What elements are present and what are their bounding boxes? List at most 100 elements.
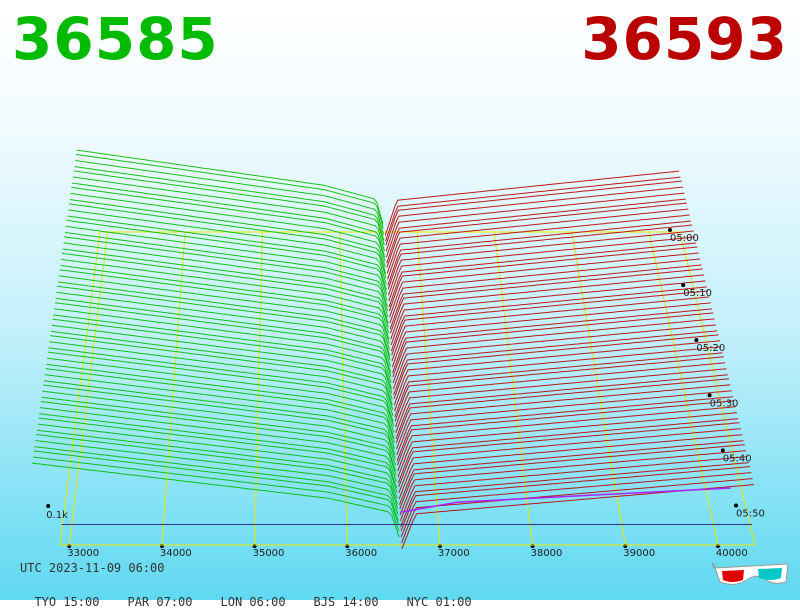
utc-time: UTC 2023-11-09 06:00 (20, 561, 165, 575)
ask-depth-line (395, 368, 727, 434)
grid-line-36000 (339, 231, 348, 546)
bid-depth-line (39, 413, 398, 488)
bid-depth-line (68, 209, 387, 285)
ask-depth-line (393, 330, 718, 396)
ask-depth-line (392, 312, 714, 378)
bid-depth-line (61, 252, 389, 328)
ask-depth-line (398, 434, 743, 499)
ask-depth-line (400, 466, 751, 531)
depth-marker (46, 503, 51, 508)
ask-depth-line (400, 472, 752, 537)
3d-glasses-icon[interactable] (712, 560, 792, 590)
bid-depth-line (43, 384, 396, 460)
time-tick-05:30 (707, 393, 712, 398)
bid-depth-line (34, 446, 399, 521)
ask-depth-line (399, 456, 748, 521)
ask-depth-line (396, 396, 734, 462)
bid-depth-line (60, 264, 390, 340)
ask-depth-line (395, 362, 726, 428)
clock-tyo: TYO 15:00 (34, 595, 100, 609)
bid-depth-line (46, 363, 395, 439)
bid-depth-line (53, 314, 392, 390)
bid-depth-line (65, 232, 388, 307)
ask-depth-line (389, 252, 699, 318)
ask-depth-line (397, 400, 735, 466)
ask-depth-line (387, 220, 692, 286)
bid-depth-line (50, 330, 393, 406)
bid-depth-line (76, 149, 384, 225)
bid-depth-line (32, 456, 400, 532)
ask-depth-line (395, 378, 730, 444)
ask-depth-line (388, 242, 697, 308)
bid-depth-line (49, 341, 394, 416)
bid-depth-line (59, 269, 390, 344)
bid-depth-lines (32, 149, 400, 538)
bid-depth-line (71, 186, 386, 262)
bid-depth-line (72, 176, 385, 252)
clock-par: PAR 07:00 (127, 595, 193, 609)
ask-depth-line (392, 308, 713, 374)
depth-label: 0.1k (46, 510, 68, 521)
grid-line-35000 (254, 231, 263, 546)
grid-line-33000 (68, 231, 109, 546)
bid-depth-line (54, 302, 392, 377)
ask-depth-line (385, 192, 685, 258)
ask-depth-line (395, 374, 728, 440)
time-tick-label: 05:00 (670, 233, 699, 244)
ask-depth-line (393, 334, 719, 400)
ask-depth-line (386, 208, 689, 274)
clock-bjs: BJS 14:00 (313, 595, 379, 609)
bid-depth-line (47, 351, 394, 427)
time-tick-label: 05:20 (696, 343, 725, 354)
time-tick-05:10 (681, 283, 686, 288)
bid-depth-line (51, 324, 393, 400)
grid-line-40000 (648, 231, 719, 546)
clock-nyc: NYC 01:00 (406, 595, 472, 609)
ask-depth-line (390, 274, 705, 340)
ask-depth-line (391, 296, 710, 362)
ask-depth-line (388, 230, 694, 296)
ask-depth-line (399, 444, 745, 509)
ask-depth-line (388, 236, 695, 302)
time-tick-label: 05:50 (736, 508, 765, 519)
grid-line-37000 (416, 231, 441, 546)
bid-depth-line (62, 248, 389, 324)
ask-depth-line (399, 450, 747, 515)
bid-depth-line (73, 170, 385, 246)
x-tick-label: 40000 (716, 548, 748, 559)
bid-depth-line (56, 291, 391, 367)
ask-depth-lines (384, 170, 755, 549)
time-tick-label: 05:10 (683, 288, 712, 299)
bid-depth-line (50, 335, 394, 410)
ask-depth-line (392, 324, 716, 390)
bid-depth-line (66, 219, 388, 295)
bid-depth-line (48, 347, 394, 423)
ask-depth-line (392, 318, 715, 384)
world-clocks: TYO 15:00 PAR 07:00 LON 06:00 BJS 14:00 NYC … (20, 581, 500, 609)
ask-depth-line (396, 390, 732, 456)
time-tick-label: 05:40 (723, 453, 752, 464)
ask-depth-line (385, 180, 682, 246)
ask-depth-line (389, 258, 701, 324)
x-tick-label: 39000 (623, 548, 655, 559)
ask-depth-line (388, 246, 698, 312)
ask-depth-line (397, 406, 736, 472)
bid-depth-line (43, 380, 396, 455)
ask-depth-line (398, 428, 741, 493)
ask-price: 36593 (581, 5, 788, 73)
bid-depth-line (42, 390, 396, 466)
bid-depth-line (74, 166, 385, 241)
grid-line-34000 (161, 231, 186, 546)
bid-depth-line (35, 440, 399, 515)
ask-depth-line (387, 224, 693, 290)
time-tick-05:50 (734, 503, 738, 508)
ask-depth-line (391, 290, 709, 356)
bid-price: 36585 (12, 5, 219, 73)
ask-depth-line (398, 422, 740, 487)
ask-depth-line (389, 264, 702, 330)
ask-depth-line (397, 412, 737, 478)
x-tick-label: 37000 (438, 548, 470, 559)
bid-depth-line (40, 401, 397, 476)
bid-depth-line (41, 396, 397, 472)
